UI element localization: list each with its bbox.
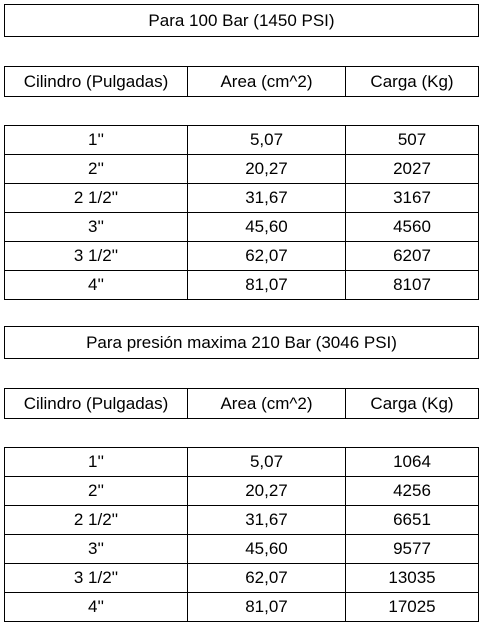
table-cell: 45,60: [187, 534, 346, 564]
table-cell: 20,27: [187, 154, 346, 184]
table-cell: 62,07: [187, 563, 346, 593]
table-cell: 1064: [345, 447, 479, 477]
table-cell: 17025: [345, 592, 479, 622]
table-cell: 45,60: [187, 212, 346, 242]
table-cell: 2'': [4, 476, 188, 506]
section-title: Para presión maxima 210 Bar (3046 PSI): [4, 326, 479, 359]
table-cell: 9577: [345, 534, 479, 564]
table-cell: 31,67: [187, 505, 346, 535]
column-header: Cilindro (Pulgadas): [4, 388, 188, 419]
table-cell: 1'': [4, 447, 188, 477]
table-cell: 1'': [4, 125, 188, 155]
column-header: Cilindro (Pulgadas): [4, 66, 188, 97]
table-cell: 6207: [345, 241, 479, 271]
column-header: Area (cm^2): [187, 66, 346, 97]
column-header: Carga (Kg): [345, 388, 479, 419]
column-header: Area (cm^2): [187, 388, 346, 419]
column-header: Carga (Kg): [345, 66, 479, 97]
table-cell: 81,07: [187, 592, 346, 622]
table-cell: 62,07: [187, 241, 346, 271]
table-cell: 81,07: [187, 270, 346, 300]
table-cell: 2027: [345, 154, 479, 184]
table-cell: 5,07: [187, 447, 346, 477]
table-cell: 3 1/2'': [4, 241, 188, 271]
table-cell: 3'': [4, 534, 188, 564]
table-cell: 2'': [4, 154, 188, 184]
table-cell: 2 1/2'': [4, 505, 188, 535]
table-cell: 3'': [4, 212, 188, 242]
table-cell: 5,07: [187, 125, 346, 155]
table-cell: 2 1/2'': [4, 183, 188, 213]
section-title: Para 100 Bar (1450 PSI): [4, 4, 479, 37]
table-cell: 3 1/2'': [4, 563, 188, 593]
table-cell: 507: [345, 125, 479, 155]
table-cell: 8107: [345, 270, 479, 300]
table-cell: 31,67: [187, 183, 346, 213]
table-cell: 4'': [4, 270, 188, 300]
table-cell: 4'': [4, 592, 188, 622]
table-cell: 4560: [345, 212, 479, 242]
table-cell: 13035: [345, 563, 479, 593]
table-cell: 20,27: [187, 476, 346, 506]
table-cell: 4256: [345, 476, 479, 506]
table-cell: 3167: [345, 183, 479, 213]
table-cell: 6651: [345, 505, 479, 535]
